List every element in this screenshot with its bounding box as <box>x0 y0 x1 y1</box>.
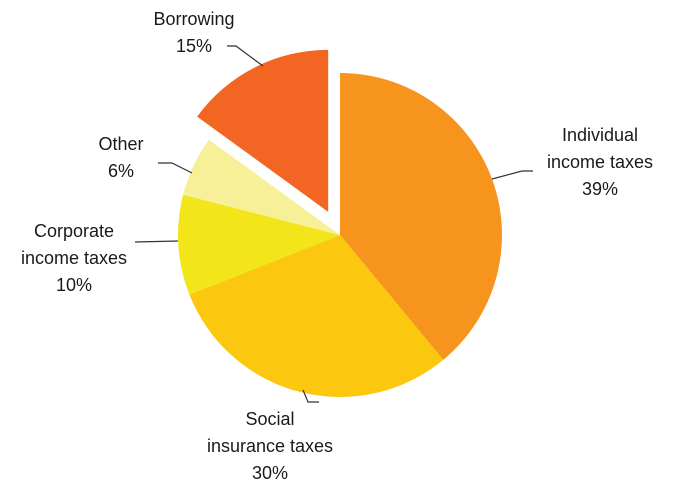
pie-slice-1 <box>189 235 444 397</box>
pie-slice-0 <box>340 73 502 360</box>
slice-percent-0: 39% <box>582 179 618 199</box>
slice-label-0: income taxes <box>547 152 653 172</box>
slice-percent-4: 15% <box>176 36 212 56</box>
slice-percent-3: 6% <box>108 161 134 181</box>
pie-slices <box>178 49 502 397</box>
slice-label-3: Other <box>98 134 143 154</box>
pie-slice-3 <box>183 139 340 235</box>
slice-label-4: Borrowing <box>153 9 234 29</box>
slice-labels: Individual income taxes 39% Social insurance… <box>21 9 653 483</box>
slice-percent-2: 10% <box>56 275 92 295</box>
pie-slice-4 <box>197 49 329 212</box>
leader-line-3 <box>158 162 193 174</box>
leader-line-0 <box>491 170 533 180</box>
pie-slice-2 <box>178 194 340 295</box>
slice-label-1: Social <box>245 409 294 429</box>
slice-label-0: Individual <box>562 125 638 145</box>
leader-line-4 <box>227 45 264 67</box>
leader-line-1 <box>302 389 319 403</box>
leader-line-2 <box>134 240 179 243</box>
slice-percent-1: 30% <box>252 463 288 483</box>
slice-label-2: Corporate <box>34 221 114 241</box>
slice-label-1: insurance taxes <box>207 436 333 456</box>
slice-label-2: income taxes <box>21 248 127 268</box>
